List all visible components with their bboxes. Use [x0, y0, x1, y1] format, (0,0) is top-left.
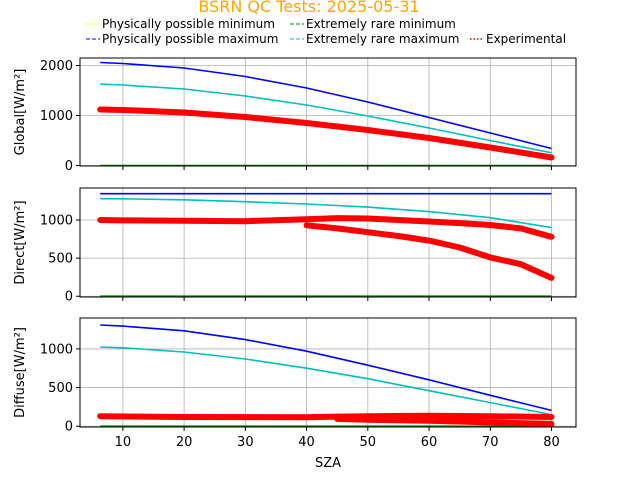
panel-global: 0 1000 2000 Global[W/m²] [13, 57, 577, 174]
x-tick-label: 30 [237, 435, 254, 450]
x-tick-label: 70 [482, 435, 499, 450]
series-rare-max-global [100, 83, 552, 154]
x-axis-label: SZA [315, 456, 341, 471]
legend-item-rare-max: Extremely rare maximum [290, 32, 459, 46]
x-tick-label: 60 [421, 435, 438, 450]
axes-frame [79, 57, 577, 167]
y-axis-label-diffuse: Diffuse[W/m²] [13, 327, 28, 418]
legend-item-experimental: Experimental [470, 32, 566, 46]
series-experimental-direct-0 [97, 215, 555, 240]
axes-frame [79, 317, 577, 428]
series-experimental-diffuse-0 [97, 412, 555, 421]
series-experimental-direct-1 [303, 222, 555, 281]
x-tick-label: 50 [360, 435, 377, 450]
legend-label: Physically possible minimum [102, 17, 275, 31]
series-rare-max-diffuse [100, 346, 552, 416]
y-tick-label: 1000 [40, 109, 73, 124]
series-experimental-diffuse-1 [334, 415, 555, 427]
series-phys-max-global [100, 61, 552, 150]
x-tick-label: 20 [176, 435, 193, 450]
legend-label: Extremely rare minimum [306, 17, 456, 31]
y-axis-label-global: Global[W/m²] [13, 69, 28, 156]
y-tick-label: 0 [65, 290, 73, 305]
legend-label: Physically possible maximum [102, 32, 278, 46]
axes-frame [79, 187, 577, 298]
chart-title: BSRN QC Tests: 2025-05-31 [198, 0, 419, 16]
y-tick-label: 1000 [40, 214, 73, 229]
y-tick-label: 500 [48, 252, 73, 267]
x-tick-label: 40 [298, 435, 315, 450]
legend-item-phys-min: Physically possible minimum [86, 17, 275, 31]
series-phys-max-diffuse [100, 324, 552, 412]
legend-item-rare-min: Extremely rare minimum [290, 17, 456, 31]
x-tick-label: 80 [543, 435, 560, 450]
series-experimental-global-0 [97, 106, 555, 161]
legend-label: Experimental [486, 32, 566, 46]
chart-panels: 010002000Global[W/m²]05001000Direct[W/m²… [13, 57, 577, 450]
panel-direct: 0 500 1000 Direct[W/m²] [13, 187, 577, 305]
series-rare-max-direct [100, 197, 552, 229]
y-tick-label: 2000 [40, 59, 73, 74]
x-tick-label: 10 [115, 435, 132, 450]
y-tick-label: 500 [48, 381, 73, 396]
y-tick-label: 0 [65, 159, 73, 174]
legend-label: Extremely rare maximum [306, 32, 459, 46]
panel-diffuse: 0 500 1000 10 20 30 40 50 60 70 80 Diffuse[W/m²] [13, 317, 577, 450]
y-axis-label-direct: Direct[W/m²] [13, 200, 28, 284]
y-tick-label: 1000 [40, 342, 73, 357]
legend-item-phys-max: Physically possible maximum [86, 32, 278, 46]
y-tick-label: 0 [65, 420, 73, 435]
